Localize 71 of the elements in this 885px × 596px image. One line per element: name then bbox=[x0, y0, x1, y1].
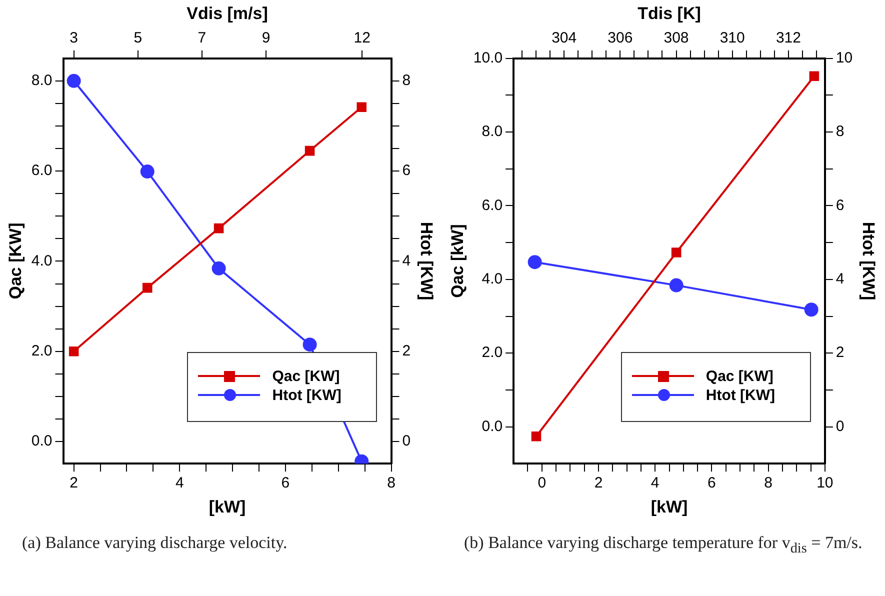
y2-tick-label: 4 bbox=[402, 252, 411, 270]
y2-tick-label: 2 bbox=[836, 344, 844, 362]
y-tick-label: 6.0 bbox=[31, 162, 52, 180]
x-axis-title: [kW] bbox=[208, 497, 246, 516]
x2-axis-title: Tdis [K] bbox=[638, 4, 701, 23]
x-tick-label: 2 bbox=[594, 474, 603, 492]
x2-tick-label: 308 bbox=[664, 30, 689, 47]
x-tick-label: 6 bbox=[281, 474, 290, 492]
x2-tick-label: 312 bbox=[776, 30, 801, 47]
y2-axis-title: Htot [KW] bbox=[859, 222, 878, 300]
y2-tick-label: 10 bbox=[836, 50, 853, 67]
x-tick-label: 2 bbox=[70, 474, 78, 492]
x2-tick-label: 310 bbox=[720, 30, 745, 47]
y2-tick-label: 0 bbox=[402, 432, 411, 450]
point bbox=[356, 102, 367, 112]
x-tick-label: 8 bbox=[387, 474, 396, 492]
y2-tick-label: 0 bbox=[836, 418, 844, 435]
y2-tick-label: 2 bbox=[402, 342, 411, 360]
legend-label: Qac [KW] bbox=[272, 368, 340, 385]
y-tick-label: 2.0 bbox=[31, 342, 52, 360]
point bbox=[142, 282, 152, 293]
y2-tick-label: 6 bbox=[402, 162, 411, 180]
x-tick-label: 4 bbox=[650, 474, 660, 492]
point bbox=[809, 71, 820, 81]
x2-tick-label: 306 bbox=[608, 30, 633, 47]
x2-tick-label: 5 bbox=[134, 30, 142, 47]
y-axis-title: Qac [kW] bbox=[448, 224, 467, 298]
text: (a) Balance varying discharge velocity. bbox=[21, 532, 288, 554]
x-tick-label: 6 bbox=[708, 474, 716, 492]
y-tick-label: 10.0 bbox=[473, 50, 503, 67]
y-tick-label: 0.0 bbox=[31, 432, 52, 450]
x-tick-label: 10 bbox=[816, 474, 834, 492]
point bbox=[804, 302, 818, 317]
y-tick-label: 2.0 bbox=[482, 344, 503, 362]
legend-label: Htot [KW] bbox=[272, 386, 342, 404]
point bbox=[528, 255, 542, 270]
x2-tick-label: 3 bbox=[70, 30, 78, 47]
text: (b) Balance varying discharge temperature for v$_{dis}$ = 7m/s. bbox=[463, 532, 864, 558]
point bbox=[671, 248, 682, 258]
point bbox=[302, 338, 317, 352]
y2-tick-label: 8 bbox=[836, 123, 844, 140]
legend-label: Qac [KW] bbox=[706, 368, 774, 385]
y2-axis-title: Htot [KW] bbox=[417, 222, 436, 300]
x2-tick-label: 9 bbox=[262, 30, 270, 47]
point bbox=[214, 223, 224, 234]
x2-tick-label: 304 bbox=[552, 30, 577, 47]
point bbox=[212, 261, 226, 276]
y-tick-label: 8.0 bbox=[31, 72, 52, 90]
x-axis-title: [kW] bbox=[650, 497, 688, 516]
point bbox=[68, 346, 79, 356]
point bbox=[669, 278, 684, 292]
y-tick-label: 4.0 bbox=[482, 270, 503, 288]
x-tick-label: 8 bbox=[764, 474, 772, 492]
y-tick-label: 6.0 bbox=[482, 196, 503, 214]
point bbox=[140, 164, 154, 179]
y2-tick-label: 4 bbox=[836, 270, 844, 288]
legend-label: Htot [KW] bbox=[706, 386, 776, 404]
point bbox=[66, 74, 81, 88]
x2-tick-label: 12 bbox=[354, 30, 370, 47]
point bbox=[304, 146, 315, 156]
x-tick-label: 4 bbox=[175, 474, 184, 492]
y2-tick-label: 6 bbox=[836, 196, 844, 214]
y-tick-label: 0.0 bbox=[482, 418, 503, 435]
y-tick-label: 8.0 bbox=[482, 123, 503, 140]
y2-tick-label: 8 bbox=[402, 72, 411, 90]
x2-tick-label: 7 bbox=[198, 30, 206, 47]
x-tick-label: 0 bbox=[538, 474, 546, 492]
x2-axis-title: Vdis [m/s] bbox=[186, 4, 268, 23]
point bbox=[531, 431, 542, 442]
y-axis-title: Qac [KW] bbox=[6, 222, 25, 300]
y-tick-label: 4.0 bbox=[31, 252, 52, 270]
